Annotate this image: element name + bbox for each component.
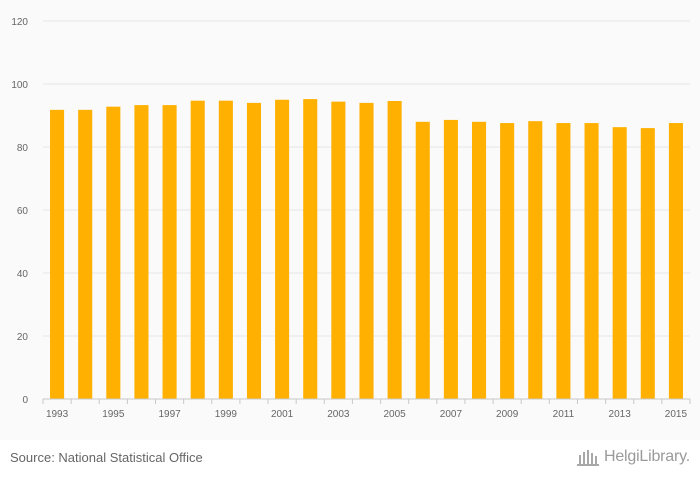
x-tick-label-2009: 2009 xyxy=(496,409,519,420)
bar-2015[interactable]: 2015: 87.6 xyxy=(668,123,683,399)
bar-2007[interactable]: 2007: 88.6 xyxy=(443,119,458,399)
bar-2009[interactable]: 2009: 87.6 xyxy=(500,123,515,399)
y-tick-label: 20 xyxy=(17,332,29,343)
y-tick-label: 120 xyxy=(11,17,28,28)
x-tick-label-2011: 2011 xyxy=(553,409,575,420)
y-tick-label: 0 xyxy=(22,395,28,406)
y-tick-label: 60 xyxy=(17,206,29,217)
bar-2002[interactable]: 2002: 95.2 xyxy=(303,99,318,400)
bar-chart: 0 20 40 60 80 100 120 1993: 91.8 1994: 91.8 1995… xyxy=(11,17,691,420)
x-tick-label-1993: 1993 xyxy=(46,409,69,420)
y-tick-label: 80 xyxy=(17,143,29,154)
source-note: Source: National Statistical Office xyxy=(10,450,203,465)
brand-name: HelgiLibrary. xyxy=(603,448,690,465)
helgilibrary-logo[interactable]: HelgiLibrary. xyxy=(576,447,690,467)
x-tick-label-2005: 2005 xyxy=(384,409,407,420)
x-tick-label-1997: 1997 xyxy=(158,409,181,420)
x-axis-tick-labels: 1993 1995 1997 1999 2001 2003 2005 2007 2009 2011… xyxy=(46,409,688,420)
x-tick-label-1999: 1999 xyxy=(215,409,238,420)
bar-2012[interactable]: 2012: 87.6 xyxy=(584,123,599,399)
bars: 1993: 91.8 1994: 91.8 1995: 92.8 1996: 93.3… xyxy=(50,99,683,400)
bar-2005[interactable]: 2005: 94.6 xyxy=(387,101,402,399)
bar-2010[interactable]: 2010: 88.2 xyxy=(528,121,543,400)
x-tick-label-1995: 1995 xyxy=(102,409,125,420)
x-tick-label-2007: 2007 xyxy=(440,409,463,420)
x-axis xyxy=(42,398,691,404)
x-tick-label-2015: 2015 xyxy=(665,409,688,420)
bar-2006[interactable]: 2006: 88 xyxy=(415,121,430,400)
x-tick-label-2003: 2003 xyxy=(327,409,350,420)
y-tick-label: 40 xyxy=(17,269,29,280)
bar-2014[interactable]: 2014: 86 xyxy=(640,128,655,399)
bar-1996[interactable]: 1996: 93.3 xyxy=(134,105,149,399)
bar-2004[interactable]: 2004: 94 xyxy=(359,102,374,400)
bar-1999[interactable]: 1999: 94.7 xyxy=(218,100,233,399)
x-tick-label-2013: 2013 xyxy=(609,409,632,420)
library-columns-icon xyxy=(576,450,599,466)
bar-1998[interactable]: 1998: 94.7 xyxy=(190,100,205,399)
bar-2000[interactable]: 2000: 94 xyxy=(246,102,262,400)
bar-1993[interactable]: 1993: 91.8 xyxy=(50,109,65,399)
bar-2011[interactable]: 2011: 87.6 xyxy=(556,123,571,399)
bar-1997[interactable]: 1997: 93.3 xyxy=(162,105,177,399)
bar-2008[interactable]: 2008: 88 xyxy=(471,121,487,400)
bar-1995[interactable]: 1995: 92.8 xyxy=(106,106,121,400)
bar-1994[interactable]: 1994: 91.8 xyxy=(78,109,93,399)
y-axis-tick-labels: 0 20 40 60 80 100 120 xyxy=(11,17,28,406)
bar-2013[interactable]: 2013: 86.3 xyxy=(612,127,627,399)
bar-2003[interactable]: 2003: 94.4 xyxy=(331,101,346,399)
y-tick-label: 100 xyxy=(11,80,28,91)
bar-2001[interactable]: 2001: 95 xyxy=(275,99,290,399)
chart-area: 0 20 40 60 80 100 120 1993: 91.8 1994: 91.8 1995… xyxy=(11,17,691,420)
x-tick-label-2001: 2001 xyxy=(271,409,294,420)
